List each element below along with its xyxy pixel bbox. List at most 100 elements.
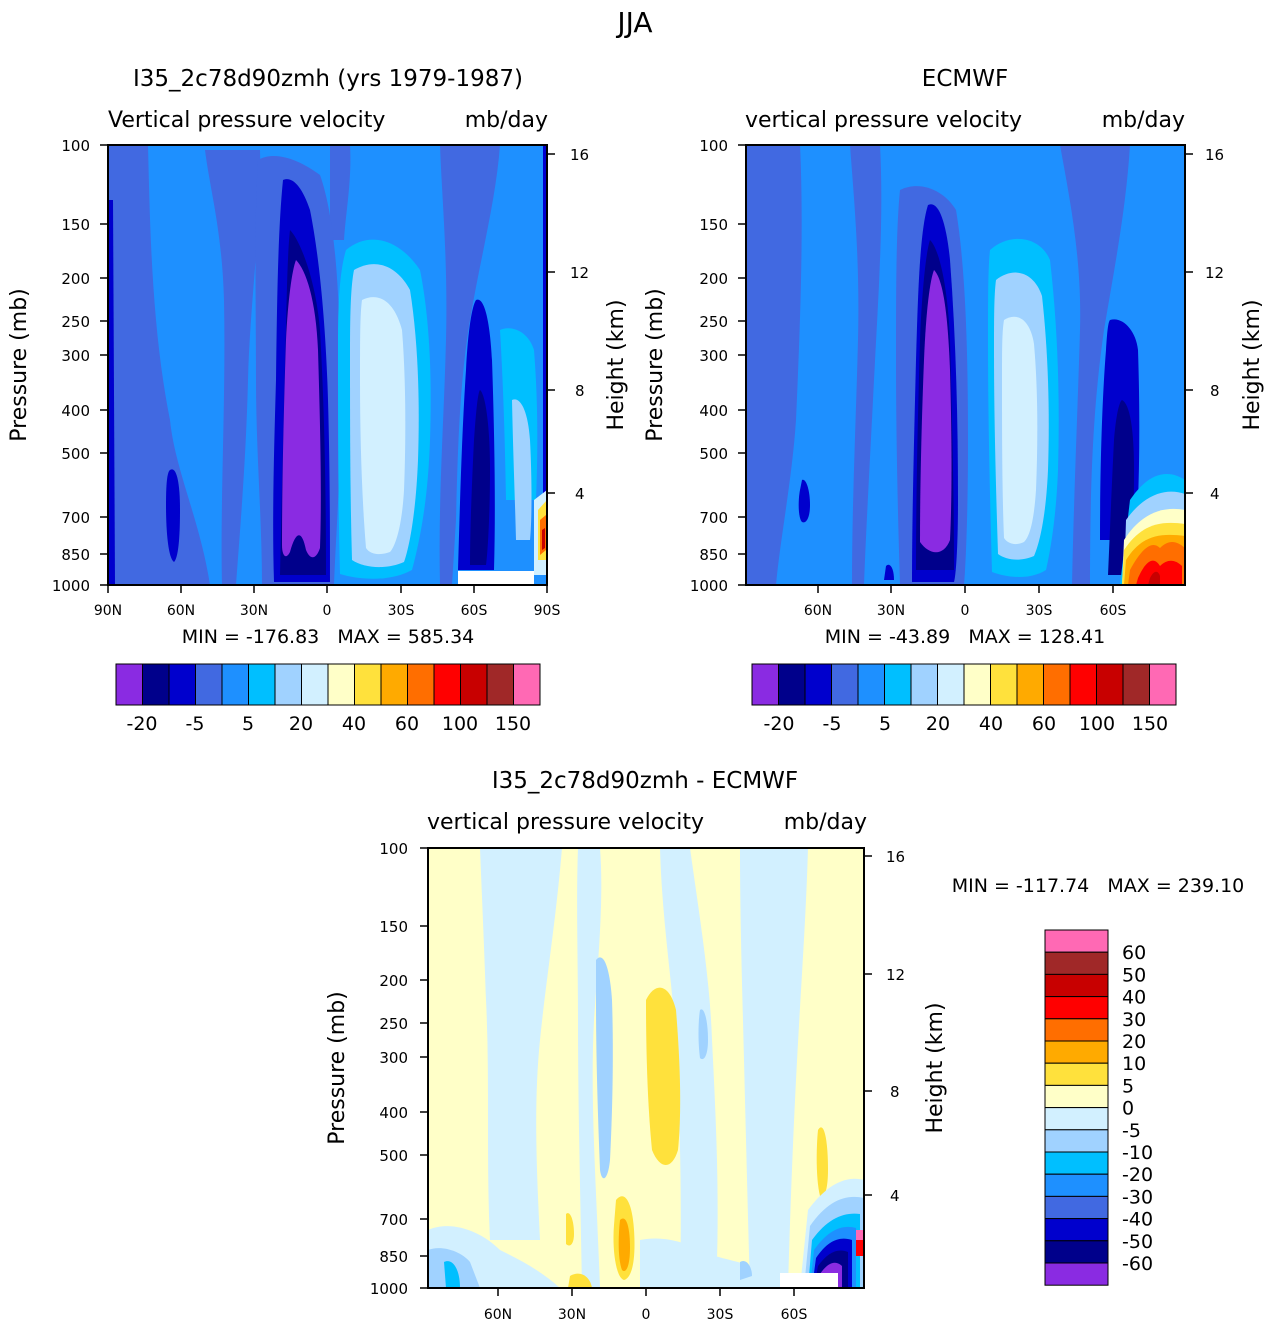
colorbar-label: 20 [1122, 1031, 1146, 1053]
height-axis: 16 12 8 4 Height (km) [864, 848, 948, 1205]
pressure-tick-label: 500 [699, 445, 728, 463]
pressure-tick-label: 850 [699, 546, 728, 564]
contour-region-40 [512, 399, 532, 540]
pressure-axis: 100 150 200 250 300 400 500 700 850 1000… [325, 840, 428, 1298]
contour-region-neg5 [108, 145, 210, 585]
latitude-tick-label: 30N [877, 603, 905, 619]
pressure-axis-label: Pressure (mb) [643, 288, 668, 442]
colorbar-label: -50 [1122, 1231, 1153, 1253]
min-max-stats: MIN = -43.89 MAX = 128.41 [825, 626, 1105, 648]
colorbar-label: 10 [1122, 1053, 1146, 1075]
colorbar-box [168, 663, 196, 706]
contour-region-max [1148, 571, 1160, 585]
colorbar-box [115, 663, 143, 706]
panel-title: I35_2c78d90zmh (yrs 1979-1987) [133, 66, 523, 92]
height-tick-label: 12 [886, 966, 905, 984]
pressure-tick-label: 200 [61, 270, 90, 288]
contour-region-neg5 [330, 145, 351, 240]
contour-region-neg5 [439, 145, 500, 585]
colorbar-label: 100 [1079, 713, 1115, 735]
pressure-tick-label: 400 [379, 1104, 408, 1122]
latitude-tick-label: 60S [1100, 603, 1127, 619]
colorbar-box [354, 663, 382, 706]
latitude-tick-label: 90S [534, 603, 561, 619]
contour-field [428, 848, 864, 1288]
colorbar-box [804, 663, 832, 706]
colorbar-label: 20 [926, 713, 950, 735]
panel-model: I35_2c78d90zmh (yrs 1979-1987) Vertical … [7, 66, 629, 735]
height-tick-label: 4 [890, 1187, 900, 1205]
colorbar-label: 5 [242, 713, 254, 735]
colorbar-box [1044, 1218, 1109, 1242]
panel-subtitle-units: mb/day [1102, 108, 1185, 133]
pressure-tick-label: 500 [61, 445, 90, 463]
panel-difference: I35_2c78d90zmh - ECMWF vertical pressure… [325, 768, 1244, 1323]
latitude-axis: 60N 30N 0 30S 60S [804, 585, 1127, 619]
pressure-tick-label: 250 [699, 313, 728, 331]
colorbar-box [1122, 663, 1150, 706]
colorbar-box [1044, 1107, 1109, 1131]
latitude-axis: 60N 30N 0 30S 60S [484, 1288, 808, 1323]
colorbar-box [1044, 1084, 1109, 1109]
colorbar-box [857, 663, 885, 706]
latitude-tick-label: 0 [961, 603, 970, 619]
colorbar-box [1044, 996, 1109, 1020]
height-tick-label: 8 [1210, 382, 1220, 400]
panel-title: ECMWF [922, 66, 1008, 92]
colorbar-box [1044, 1151, 1109, 1175]
contour-region-neg20 [166, 469, 180, 562]
pressure-tick-label: 250 [379, 1015, 408, 1033]
colorbar-box [248, 663, 276, 706]
colorbar-box [1044, 1018, 1109, 1042]
colorbar-box [142, 663, 170, 706]
pressure-tick-label: 700 [61, 509, 90, 527]
contour-region-neg5 [740, 848, 808, 1288]
colorbar: -20 -5 5 20 40 60 100 150 [751, 663, 1177, 735]
colorbar-label: 5 [1122, 1075, 1134, 1097]
colorbar-box [1044, 1129, 1109, 1153]
colorbar-box [884, 663, 912, 706]
colorbar-boxes [751, 663, 1177, 706]
contour-region-min [920, 270, 952, 553]
panel-subtitle-variable: vertical pressure velocity [745, 108, 1022, 133]
pressure-tick-label: 150 [61, 216, 90, 234]
pressure-tick-label: 1000 [52, 577, 90, 595]
min-max-stats: MIN = -117.74 MAX = 239.10 [952, 875, 1245, 897]
colorbar-label: 20 [289, 713, 313, 735]
colorbar-label: 0 [1122, 1098, 1134, 1120]
contour-region-neg10 [698, 1009, 708, 1060]
latitude-tick-label: 60N [167, 603, 195, 619]
panel-subtitle-variable: vertical pressure velocity [427, 810, 704, 835]
height-axis-label: Height (km) [923, 1002, 948, 1133]
colorbar-label: -5 [823, 713, 842, 735]
latitude-tick-label: 60S [781, 1307, 808, 1323]
colorbar-box [301, 663, 329, 706]
colorbar-label: -40 [1122, 1209, 1153, 1231]
colorbar-label: -10 [1122, 1142, 1153, 1164]
pressure-tick-label: 700 [699, 509, 728, 527]
pressure-tick-label: 850 [379, 1248, 408, 1266]
colorbar-box [195, 663, 223, 706]
contour-region-min [470, 390, 490, 565]
colorbar-label: 60 [395, 713, 419, 735]
figure-title: JJA [615, 6, 652, 39]
pressure-tick-label: 150 [699, 216, 728, 234]
contour-region-neg5 [660, 848, 718, 1288]
contour-region-neg5 [746, 145, 802, 585]
colorbar-box [751, 663, 779, 706]
colorbar-label: 60 [1122, 942, 1146, 964]
colorbar-label: -20 [126, 713, 157, 735]
pressure-tick-label: 850 [61, 546, 90, 564]
colorbar-label: -5 [1122, 1120, 1141, 1142]
colorbar-label: -60 [1122, 1253, 1153, 1275]
contour-field [746, 145, 1185, 585]
contour-region-5 [646, 987, 681, 1165]
colorbar-box [1096, 663, 1124, 706]
colorbar-label: 50 [1122, 964, 1146, 986]
panel-subtitle-units: mb/day [784, 810, 867, 835]
latitude-tick-label: 60N [484, 1307, 512, 1323]
pressure-tick-label: 400 [61, 402, 90, 420]
pressure-tick-label: 300 [699, 347, 728, 365]
contour-region-min [282, 260, 321, 558]
